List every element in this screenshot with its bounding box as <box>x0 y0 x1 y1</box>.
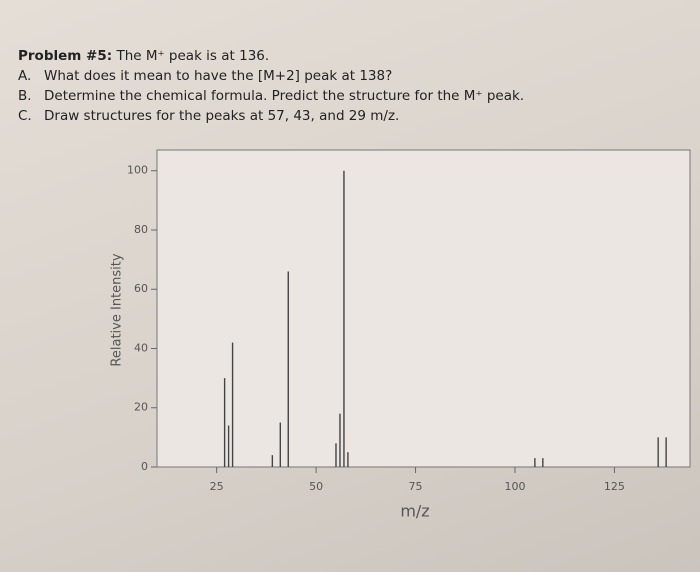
question-label: B. <box>18 88 32 104</box>
plot-frame <box>156 149 691 468</box>
x-tick-label: 50 <box>309 480 323 493</box>
question-text: Determine the chemical formula. Predict … <box>44 88 525 104</box>
question-text: Draw structures for the peaks at 57, 43,… <box>44 108 400 124</box>
y-axis-label: Relative Intensity <box>110 253 125 366</box>
question: B. Determine the chemical formula. Predic… <box>18 88 524 104</box>
x-tick-label: 25 <box>210 480 224 493</box>
problem-text: The M⁺ peak is at 136. <box>116 48 270 64</box>
y-tick-label: 100 <box>127 164 148 177</box>
x-tick-label: 125 <box>604 480 625 493</box>
x-tick-label: 75 <box>409 480 423 493</box>
x-tick-label: 100 <box>504 480 525 493</box>
y-tick-label: 80 <box>134 223 148 236</box>
y-tick-label: 0 <box>141 460 148 473</box>
y-tick-label: 20 <box>134 401 148 414</box>
y-tick-label: 40 <box>134 341 148 354</box>
question-label: A. <box>18 68 32 84</box>
problem-title: Problem #5: <box>18 48 113 64</box>
y-tick-label: 60 <box>134 282 148 295</box>
question: C. Draw structures for the peaks at 57, 4… <box>18 108 399 124</box>
question: A. What does it mean to have the [M+2] pe… <box>18 68 392 84</box>
problem-header: Problem #5: The M⁺ peak is at 136. <box>18 48 269 64</box>
question-label: C. <box>18 108 32 124</box>
question-text: What does it mean to have the [M+2] peak… <box>44 68 393 84</box>
x-axis-label: m/z <box>400 502 429 521</box>
